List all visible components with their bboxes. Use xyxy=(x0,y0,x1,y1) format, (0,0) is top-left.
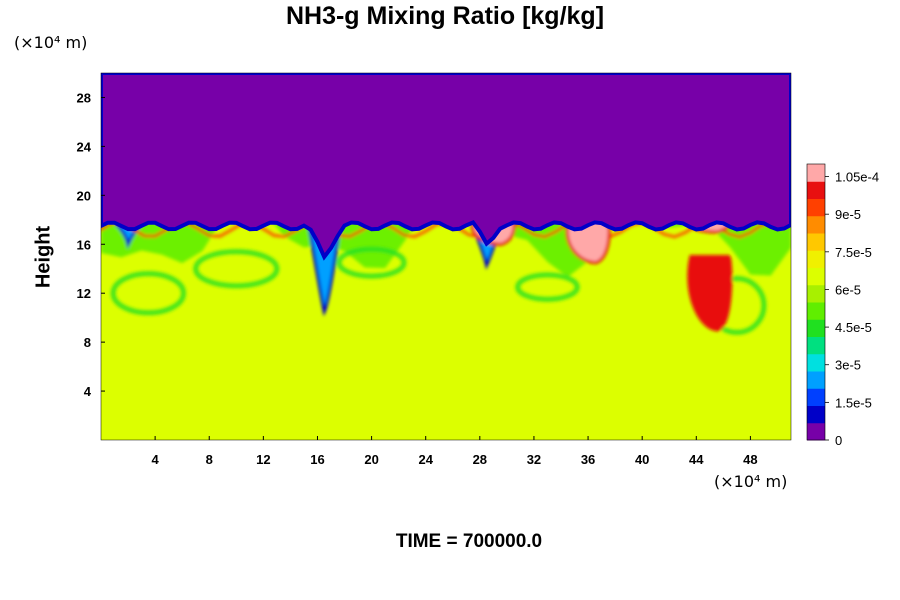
colorbar-swatch xyxy=(807,371,825,389)
colorbar-swatch xyxy=(807,422,825,441)
colorbar-swatch xyxy=(807,233,825,251)
x-tick-label: 4 xyxy=(152,452,160,467)
colorbar-swatch xyxy=(807,336,825,355)
y-tick-label: 16 xyxy=(77,237,91,252)
colorbar-swatch xyxy=(807,215,825,234)
colorbar-swatch xyxy=(807,302,825,320)
colorbar-tick-label: 1.05e-4 xyxy=(835,170,879,185)
colorbar-swatch xyxy=(807,405,825,424)
colorbar-swatch xyxy=(807,164,825,182)
y-axis-unit: (×10⁴ m) xyxy=(14,33,88,52)
y-axis: 4 8 12 16 20 24 28 xyxy=(77,90,105,399)
x-tick-label: 48 xyxy=(743,452,757,467)
plot-area xyxy=(101,73,791,440)
x-tick-label: 40 xyxy=(635,452,649,467)
time-footer: TIME = 700000.0 xyxy=(395,531,543,552)
eddy-swirl xyxy=(336,246,407,279)
y-tick-label: 24 xyxy=(77,139,92,154)
x-axis-unit: (×10⁴ m) xyxy=(714,472,788,491)
colorbar: 0 1.5e-5 3e-5 4.5e-5 6e-5 7.5e-5 9e-5 1.05e-4 xyxy=(806,163,879,448)
x-axis: 4 8 12 16 20 24 28 32 36 40 44 48 xyxy=(152,436,758,467)
x-tick-label: 28 xyxy=(473,452,487,467)
chart-title: NH3-g Mixing Ratio [kg/kg] xyxy=(285,2,605,30)
eddy-swirl xyxy=(515,272,580,302)
colorbar-swatch xyxy=(807,284,825,303)
x-tick-label: 44 xyxy=(689,452,704,467)
plot-frame xyxy=(100,72,792,441)
colorbar-swatch xyxy=(807,181,825,199)
y-tick-label: 12 xyxy=(77,286,91,301)
colorbar-tick-label: 9e-5 xyxy=(835,207,861,222)
y-tick-label: 20 xyxy=(77,188,91,203)
colorbar-swatch xyxy=(807,267,825,286)
y-tick-label: 8 xyxy=(84,335,91,350)
colorbar-swatch xyxy=(807,319,825,337)
upper-layer xyxy=(101,73,791,261)
colorbar-swatch xyxy=(807,250,825,268)
colorbar-tick-label: 1.5e-5 xyxy=(835,395,872,410)
x-tick-label: 20 xyxy=(364,452,378,467)
eddy-swirl xyxy=(193,249,280,289)
colorbar-tick-label: 7.5e-5 xyxy=(835,245,872,260)
colorbar-tick-label: 3e-5 xyxy=(835,358,861,373)
y-tick-label: 28 xyxy=(77,90,91,105)
x-tick-label: 12 xyxy=(256,452,270,467)
colorbar-frame xyxy=(806,163,826,441)
colorbar-swatch xyxy=(807,353,825,372)
x-tick-label: 32 xyxy=(527,452,541,467)
eddy-swirl xyxy=(110,271,187,316)
colorbar-tick-label: 0 xyxy=(835,433,842,448)
x-tick-label: 8 xyxy=(206,452,213,467)
high-value-plume xyxy=(687,255,733,332)
y-tick-label: 4 xyxy=(84,384,92,399)
x-tick-label: 24 xyxy=(418,452,433,467)
colorbar-tick-label: 6e-5 xyxy=(835,282,861,297)
colorbar-swatch xyxy=(807,388,825,406)
x-tick-label: 36 xyxy=(581,452,595,467)
colorbar-tick-label: 4.5e-5 xyxy=(835,320,872,335)
colorbar-swatch xyxy=(807,198,825,217)
x-tick-label: 16 xyxy=(310,452,324,467)
